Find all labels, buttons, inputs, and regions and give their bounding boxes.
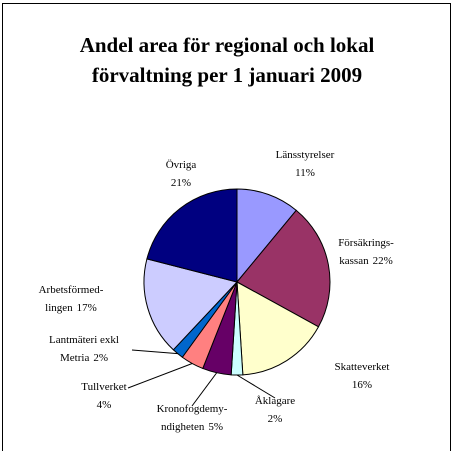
data-label: Lantmäteri exkl Metria 2% (49, 334, 119, 364)
leader-line (131, 349, 178, 355)
leader-line (191, 372, 218, 407)
value-label: 2% (93, 352, 108, 364)
category-label: Försäkrings-kassan (338, 237, 394, 267)
leader-line (127, 363, 193, 389)
label-line: Skatteverket (335, 361, 390, 373)
value-label: 11% (295, 167, 315, 179)
pie-slice (146, 188, 238, 283)
pie-slice (143, 258, 238, 351)
label-line: ndigheten (161, 421, 205, 433)
data-label: Övriga 21% (166, 159, 197, 189)
value-label: 2% (268, 413, 283, 425)
label-line: Tullverket (81, 381, 126, 393)
value-label: 17% (77, 302, 97, 314)
category-label: Skatteverket (335, 361, 390, 373)
data-label: Kronofogdemy-ndigheten 5% (157, 403, 228, 433)
label-line: lingen (45, 302, 73, 314)
label-line: Metria (60, 352, 89, 364)
data-label: Åklagare 2% (255, 395, 295, 425)
data-label: Skatteverket 16% (335, 361, 390, 391)
data-label: Tullverket 4% (81, 381, 126, 411)
value-label: 16% (352, 379, 372, 391)
value-label: 21% (171, 177, 191, 189)
label-line: Lantmäteri exkl (49, 334, 119, 346)
category-label: Arbetsförmed-lingen (39, 284, 104, 314)
category-label: Lantmäteri exkl Metria (49, 334, 119, 364)
value-label: 22% (373, 255, 393, 267)
value-label: 5% (208, 421, 223, 433)
category-label: Åklagare (255, 395, 295, 407)
label-line: Försäkrings- (338, 237, 394, 249)
label-line: Övriga (166, 159, 197, 171)
label-line: kassan (339, 255, 369, 267)
pie-slice (236, 281, 320, 376)
data-label: Arbetsförmed-lingen 17% (39, 284, 104, 314)
leader-line (236, 374, 276, 399)
label-line: Kronofogdemy- (157, 403, 228, 415)
label-line: Arbetsförmed- (39, 284, 104, 296)
chart-title: Andel area för regional och lokal förval… (79, 33, 375, 87)
data-label: Försäkrings-kassan 22% (338, 237, 394, 267)
chart-border (2, 3, 451, 451)
category-label: Kronofogdemy-ndigheten (157, 403, 228, 433)
label-line: Länsstyrelser (276, 149, 335, 161)
pie-slice (236, 209, 331, 328)
data-label: Länsstyrelser 11% (276, 149, 335, 179)
category-label: Tullverket (81, 381, 126, 393)
label-line: Åklagare (255, 395, 295, 407)
value-label: 4% (97, 399, 112, 411)
category-label: Länsstyrelser (276, 149, 335, 161)
category-label: Övriga (166, 159, 197, 171)
